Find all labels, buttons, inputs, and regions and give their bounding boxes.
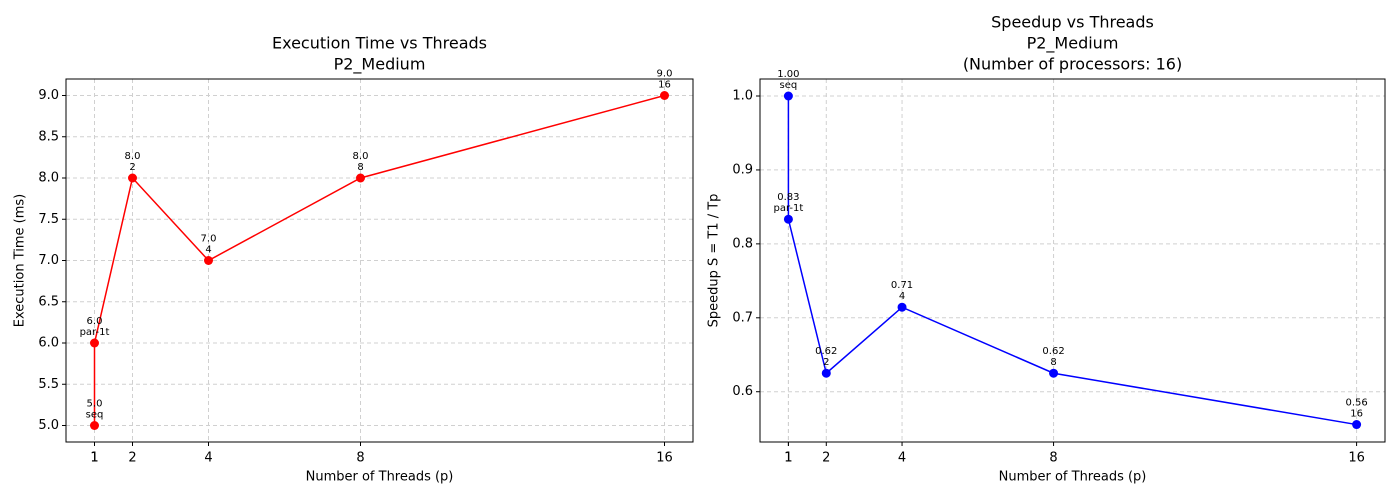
data-line [93,94,665,426]
x-tick-label: 1 [90,451,98,466]
y-tick-label: 9.0 [38,88,59,103]
x-tick-label: 1 [90,451,98,466]
data-point [1049,368,1059,378]
x-tick-label: 8 [1049,451,1057,466]
data-point [90,421,99,430]
data-label: 8.0 [353,151,369,162]
point-label: 4 [205,245,211,256]
point-label: par-1t [773,203,803,214]
data-label: 0.71 [891,280,913,291]
x-tick-label: 1 [784,451,792,466]
data-point [821,368,831,378]
plot-frame [759,78,1386,443]
data-label: 6.0 [87,316,103,327]
x-tick-label: 16 [656,451,673,466]
point-label: 4 [899,291,905,302]
point-label: 8 [357,162,363,173]
data-line [787,96,1357,426]
y-tick-label: 7.0 [38,253,59,268]
y-tick-label: 0.6 [732,384,753,399]
point-label: seq [780,80,798,91]
x-axis-label: Number of Threads (p) [999,470,1147,485]
y-tick-label: 5.5 [38,377,59,392]
x-tick-label: 4 [898,451,906,466]
x-tick-label: 2 [822,451,830,466]
data-point [783,214,793,224]
point-label: 2 [129,162,135,173]
data-label: 0.83 [777,192,799,203]
y-tick-label: 6.5 [38,294,59,309]
chart-title: Execution Time vs Threads [272,34,487,53]
data-point [660,91,669,100]
chart-title: P2_Medium [334,55,426,75]
data-point [90,338,99,348]
data-label: 0.56 [1345,398,1367,409]
y-tick-label: 0.8 [732,236,753,251]
point-label: 8 [1050,357,1056,368]
x-tick-label: 2 [128,451,136,466]
data-point [1352,420,1362,430]
y-axis-label: Speedup S = T1 / Tp [707,194,722,328]
x-tick-label: 16 [1348,451,1365,466]
data-label: 0.62 [1042,346,1064,357]
x-axis-label: Number of Threads (p) [306,470,454,485]
data-point [356,173,365,183]
x-tick-label: 8 [356,451,364,466]
y-tick-label: 6.0 [38,336,59,351]
x-tick-label: 4 [204,451,212,466]
data-point [204,256,213,265]
data-point [128,173,137,183]
data-label: 5.0 [87,399,103,410]
x-tick-label: 1 [784,451,792,466]
data-point [783,91,793,101]
point-label: par-1t [80,327,110,338]
point-label: 2 [823,357,829,368]
y-axis-label: Execution Time (ms) [13,194,28,327]
chart-title: (Number of processors: 16) [963,55,1182,74]
y-tick-label: 8.5 [38,129,59,144]
chart-title: Speedup vs Threads [991,13,1154,32]
point-label: seq [86,410,104,421]
point-label: 16 [658,80,671,91]
y-tick-label: 0.9 [732,162,753,177]
y-tick-label: 8.0 [38,171,59,186]
data-point [897,302,907,312]
data-label: 1.00 [777,69,799,80]
data-label: 9.0 [657,69,673,80]
data-label: 0.62 [815,346,837,357]
point-label: 16 [1350,409,1363,420]
y-tick-label: 0.7 [732,310,753,325]
chart-title: P2_Medium [1027,34,1119,54]
y-tick-label: 1.0 [732,89,753,104]
data-label: 7.0 [201,234,217,245]
y-tick-label: 7.5 [38,212,59,227]
y-tick-label: 5.0 [38,418,59,433]
data-label: 8.0 [125,151,141,162]
